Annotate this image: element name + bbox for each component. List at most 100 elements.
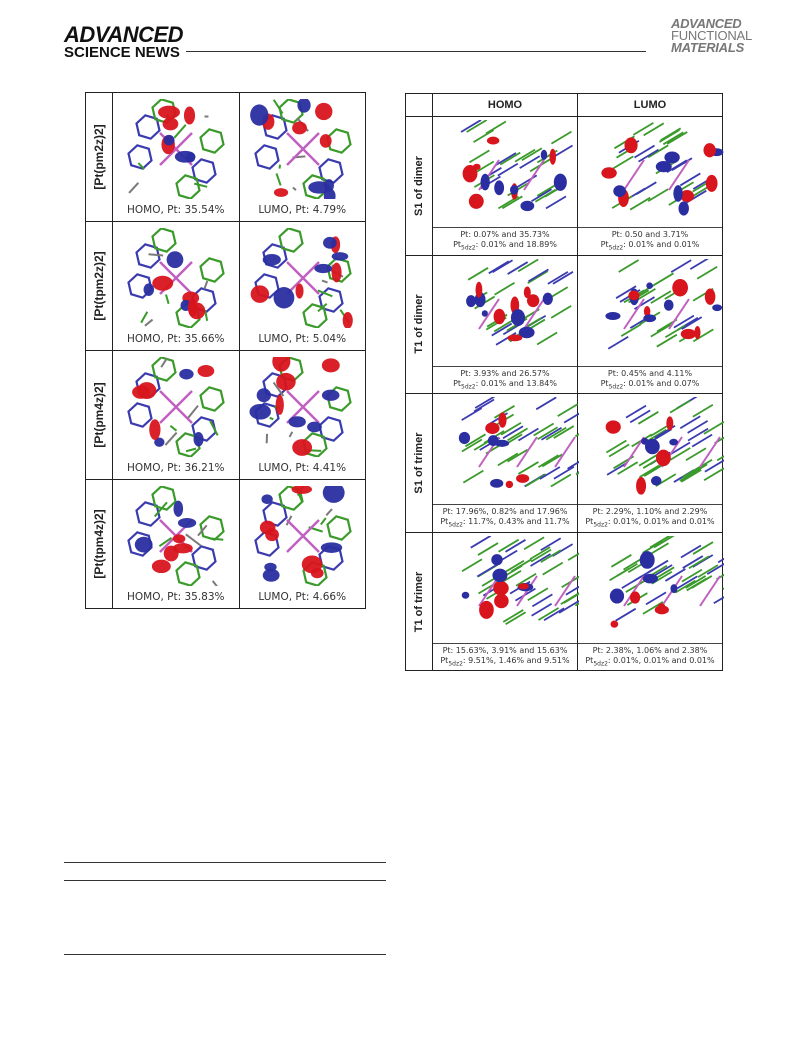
lumo-caption: LUMO, Pt: 4.66% xyxy=(258,591,347,603)
table-rule-mid xyxy=(64,880,386,881)
logo-science-news: SCIENCE NEWS xyxy=(64,44,180,61)
state-label: S1 of dimer xyxy=(413,155,425,216)
orbital-subscript: 5dz2 xyxy=(608,383,624,391)
row-label-cell: T1 of dimer xyxy=(405,254,433,395)
pt5dz2-value: : 11.7%, 0.43% and 11.7% xyxy=(462,517,570,527)
pt5dz2-contribution: Pt5dz2: 9.51%, 1.46% and 9.51% xyxy=(433,656,577,670)
lumo-orbital-image xyxy=(249,99,352,199)
lumo-caption: LUMO, Pt: 5.04% xyxy=(258,333,347,345)
journal-logo-right: ADVANCED FUNCTIONAL MATERIALS xyxy=(671,16,763,54)
table-row: [Pt(tpm4z)2] HOMO, Pt: 35.83% LUMO, Pt: 4.… xyxy=(85,479,366,609)
homo-orbital-image xyxy=(461,535,579,625)
orbital-subscript: 5dz2 xyxy=(593,521,608,529)
orbital-subscript: 5dz2 xyxy=(461,244,476,252)
lumo-caption: Pt: 0.50 and 3.71% Pt5dz2: 0.01% and 0.01… xyxy=(578,227,722,255)
lumo-caption: LUMO, Pt: 4.41% xyxy=(258,462,347,474)
lumo-cell: Pt: 2.38%, 1.06% and 2.38% Pt5dz2: 0.01%,… xyxy=(577,531,724,672)
pt-contribution: Pt: 15.63%, 3.91% and 15.63% xyxy=(442,645,568,655)
pt5dz2-value: : 9.51%, 1.46% and 9.51% xyxy=(462,655,570,665)
table-row: [Pt(tpm2z)2] HOMO, Pt: 35.66% LUMO, Pt: 5.… xyxy=(85,221,366,351)
homo-cell: HOMO, Pt: 36.21% xyxy=(112,350,240,480)
homo-cell: Pt: 0.07% and 35.73% Pt5dz2: 0.01% and 18… xyxy=(432,116,578,256)
state-label: S1 of trimer xyxy=(413,432,425,494)
homo-cell: HOMO, Pt: 35.54% xyxy=(112,92,240,222)
homo-caption: Pt: 3.93% and 26.57% Pt5dz2: 0.01% and 13… xyxy=(433,365,577,394)
pt-contribution: Pt: 0.07% and 35.73% xyxy=(460,230,550,239)
table-row: T1 of trimer Pt: 15.63%, 3.91% and 15.63%… xyxy=(405,531,724,672)
table-row: S1 of trimer Pt: 17.96%, 0.82% and 17.96%… xyxy=(405,393,724,533)
homo-orbital-image xyxy=(127,357,225,457)
lumo-orbital-image xyxy=(601,122,724,216)
pt-contribution: Pt: 17.96%, 0.82% and 17.96% xyxy=(442,507,568,517)
pt5dz2-contribution: Pt5dz2: 0.01% and 13.84% xyxy=(433,379,577,393)
pt-contribution: Pt: 2.38%, 1.06% and 2.38% xyxy=(592,645,708,655)
homo-orbital-image xyxy=(127,486,225,586)
pt-prefix: Pt xyxy=(600,240,609,249)
homo-caption: HOMO, Pt: 35.66% xyxy=(126,333,225,345)
pt5dz2-contribution: Pt5dz2: 0.01%, 0.01% and 0.01% xyxy=(578,517,722,531)
pt5dz2-contribution: Pt5dz2: 11.7%, 0.43% and 11.7% xyxy=(433,517,577,531)
pt5dz2-value: : 0.01%, 0.01% and 0.01% xyxy=(607,655,715,665)
homo-cell: Pt: 15.63%, 3.91% and 15.63% Pt5dz2: 9.51… xyxy=(432,531,579,672)
pt-prefix: Pt xyxy=(585,655,594,665)
pt-prefix: Pt xyxy=(585,517,594,527)
pt-prefix: Pt xyxy=(453,378,462,388)
homo-caption: Pt: 15.63%, 3.91% and 15.63% Pt5dz2: 9.51… xyxy=(433,642,577,671)
column-header-lumo: LUMO xyxy=(577,93,723,117)
row-label-cell: [Pt(tpm2z)2] xyxy=(85,221,113,351)
table-row: S1 of dimer Pt: 0.07% and 35.73% Pt5dz2: 0… xyxy=(405,116,724,256)
pt5dz2-contribution: Pt5dz2: 0.01% and 0.07% xyxy=(578,379,722,393)
frontier-orbital-table-aggregates: HOMO LUMO S1 of dimer Pt: 0.07% and 35.73… xyxy=(405,93,724,672)
lumo-orbital-image xyxy=(609,535,724,628)
orbital-subscript: 5dz2 xyxy=(448,660,463,668)
lumo-orbital-image xyxy=(253,486,352,586)
homo-cell: Pt: 3.93% and 26.57% Pt5dz2: 0.01% and 13… xyxy=(432,254,578,395)
lumo-cell: LUMO, Pt: 4.41% xyxy=(238,350,366,480)
logo-advanced: ADVANCED xyxy=(64,22,184,47)
homo-cell: HOMO, Pt: 35.83% xyxy=(112,479,240,609)
lumo-caption: Pt: 2.29%, 1.10% and 2.29% Pt5dz2: 0.01%,… xyxy=(578,504,722,532)
header-rule xyxy=(186,51,646,52)
homo-orbital-image xyxy=(460,120,573,212)
pt5dz2-value: : 0.01% and 13.84% xyxy=(475,378,557,388)
table-row: T1 of dimer Pt: 3.93% and 26.57% Pt5dz2: 0… xyxy=(405,254,723,395)
pt5dz2-value: : 0.01% and 0.07% xyxy=(623,378,700,388)
frontier-orbital-table-monomers: [Pt(pm2z)2] HOMO, Pt: 35.54% LUMO, Pt: 4.7… xyxy=(85,92,366,609)
table-corner xyxy=(405,93,433,117)
complex-label: [Pt(pm2z)2] xyxy=(92,124,106,190)
homo-cell: HOMO, Pt: 35.66% xyxy=(112,221,240,351)
pt5dz2-contribution: Pt5dz2: 0.01% and 18.89% xyxy=(433,240,577,254)
state-label: T1 of dimer xyxy=(413,294,425,355)
lumo-caption: LUMO, Pt: 4.79% xyxy=(258,204,347,216)
lumo-orbital-image xyxy=(605,397,724,495)
lumo-orbital-image xyxy=(248,357,352,457)
lumo-orbital-image xyxy=(250,228,353,328)
pt5dz2-value: : 0.01%, 0.01% and 0.01% xyxy=(607,517,715,527)
pt5dz2-contribution: Pt5dz2: 0.01% and 0.01% xyxy=(578,240,722,254)
table-rule-bottom xyxy=(64,954,386,955)
homo-orbital-image xyxy=(127,99,225,199)
lumo-cell: Pt: 0.50 and 3.71% Pt5dz2: 0.01% and 0.01… xyxy=(577,116,724,256)
lumo-caption: Pt: 0.45% and 4.11% Pt5dz2: 0.01% and 0.0… xyxy=(578,365,722,394)
homo-orbital-image xyxy=(458,397,579,489)
logo-right-line2: FUNCTIONAL xyxy=(671,28,753,43)
row-label-cell: [Pt(tpm4z)2] xyxy=(85,479,113,609)
lumo-caption: Pt: 2.38%, 1.06% and 2.38% Pt5dz2: 0.01%,… xyxy=(578,642,722,671)
pt-prefix: Pt xyxy=(600,378,609,388)
lumo-cell: Pt: 2.29%, 1.10% and 2.29% Pt5dz2: 0.01%,… xyxy=(577,393,724,533)
logo-right-line1: ADVANCED xyxy=(671,16,742,31)
homo-cell: Pt: 17.96%, 0.82% and 17.96% Pt5dz2: 11.7… xyxy=(432,393,579,533)
state-label: T1 of trimer xyxy=(413,571,425,632)
pt-contribution: Pt: 2.29%, 1.10% and 2.29% xyxy=(592,507,708,517)
row-label-cell: T1 of trimer xyxy=(405,531,433,672)
row-label-cell: [Pt(pm4z)2] xyxy=(85,350,113,480)
pt-prefix: Pt xyxy=(440,655,449,665)
complex-label: [Pt(pm4z)2] xyxy=(92,382,106,448)
row-label-cell: S1 of trimer xyxy=(405,393,433,533)
column-header-homo: HOMO xyxy=(432,93,578,117)
homo-orbital-image xyxy=(127,228,225,328)
lumo-cell: Pt: 0.45% and 4.11% Pt5dz2: 0.01% and 0.0… xyxy=(577,254,723,395)
table-row: [Pt(pm2z)2] HOMO, Pt: 35.54% LUMO, Pt: 4.7… xyxy=(85,92,366,222)
lumo-cell: LUMO, Pt: 4.66% xyxy=(238,479,366,609)
homo-caption: HOMO, Pt: 36.21% xyxy=(126,462,225,474)
